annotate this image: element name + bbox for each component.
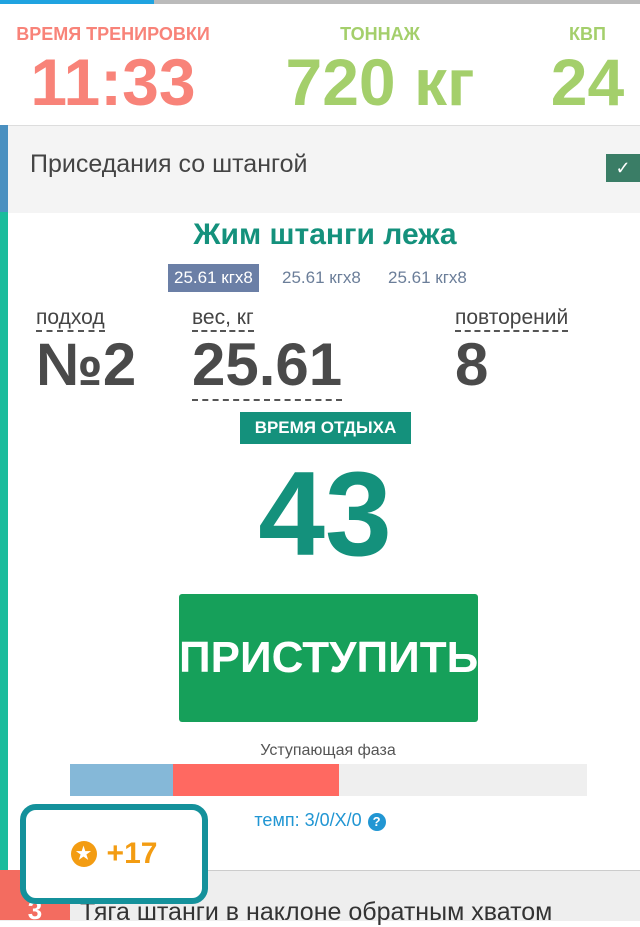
stat-value: 24 <box>550 45 625 119</box>
reps-value[interactable]: 8 <box>455 331 489 398</box>
reps-label: повторений <box>455 306 569 332</box>
rest-label: ВРЕМЯ ОТДЫХА <box>240 412 411 444</box>
set-chip[interactable]: 25.61 кгх8 <box>282 268 361 287</box>
points-badge: ★ +17 <box>20 804 208 904</box>
exercise-accent <box>0 125 8 212</box>
reps-field[interactable]: повторений 8 <box>455 306 569 399</box>
set-chip[interactable]: 25.61 кгх8 <box>388 268 467 287</box>
points-value: +17 <box>106 837 158 870</box>
weight-label: вес, кг <box>192 306 254 332</box>
star-icon: ★ <box>70 841 97 867</box>
set-field: подход №2 <box>36 306 136 399</box>
stat-label: ВРЕМЯ ТРЕНИРОВКИ <box>16 24 210 44</box>
set-value: №2 <box>36 331 137 398</box>
workout-progress-bar <box>0 0 640 4</box>
stat-time: ВРЕМЯ ТРЕНИРОВКИ 11:33 <box>15 24 211 115</box>
help-icon[interactable]: ? <box>367 813 386 831</box>
tempo-row: темп: 3/0/X/0? <box>0 810 640 831</box>
tempo-text: темп: 3/0/X/0 <box>254 810 362 830</box>
start-button[interactable]: ПРИСТУПИТЬ <box>179 594 478 722</box>
tempo-segment <box>70 764 174 796</box>
exercise-row-completed[interactable] <box>0 125 640 213</box>
exercise-name: Приседания со штангой <box>30 150 308 178</box>
phase-label: Уступающая фаза <box>260 742 396 759</box>
set-chip-active[interactable]: 25.61 кгх8 <box>168 264 259 292</box>
stat-label: КВП <box>569 24 606 44</box>
tempo-segment <box>173 764 339 796</box>
stat-label: ТОННАЖ <box>340 24 420 44</box>
progress-fill <box>0 0 154 4</box>
stat-kvp: КВП 24 <box>540 24 635 115</box>
stat-value: 720 кг <box>285 45 475 119</box>
checkmark-icon[interactable]: ✓ <box>606 154 640 182</box>
stat-value: 11:33 <box>30 45 196 119</box>
set-label: подход <box>36 306 105 332</box>
rest-timer: 43 <box>258 447 392 581</box>
stat-tonnage: ТОННАЖ 720 кг <box>270 24 490 115</box>
current-exercise-title: Жим штанги лежа <box>193 218 457 251</box>
tempo-bar <box>70 764 587 796</box>
weight-field[interactable]: вес, кг 25.61 <box>192 306 343 401</box>
current-exercise-accent <box>0 212 8 870</box>
weight-value[interactable]: 25.61 <box>192 330 343 401</box>
